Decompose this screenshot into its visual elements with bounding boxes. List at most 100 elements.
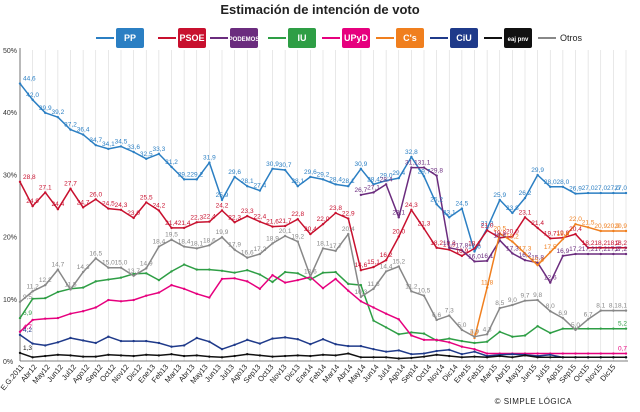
data-label-podemos: 16,1 [481, 253, 494, 260]
legend-label-otros: Otros [560, 33, 583, 43]
data-label-podemos: 28,4 [380, 176, 393, 183]
data-point-psoe [574, 232, 577, 236]
data-point-ciu [549, 353, 552, 356]
data-point-otros [422, 294, 426, 297]
data-point-iu [485, 340, 489, 343]
data-point-ciu [460, 352, 464, 356]
data-label-otros: 18,1 [317, 240, 330, 247]
data-label-otros: 14,3 [77, 264, 90, 271]
data-label-psoe: 24,9 [26, 198, 39, 205]
data-label-pp: 29,7 [418, 168, 431, 175]
data-point-ciu [334, 343, 337, 346]
data-point-otros [31, 290, 34, 293]
data-label-otros: 17,7 [329, 243, 342, 250]
data-point-upyd [574, 352, 577, 355]
data-point-otros [549, 310, 552, 313]
y-tick-label: 40% [3, 110, 17, 117]
data-label-podemos: 19,4 [493, 232, 506, 239]
data-label-otros: 14,9 [140, 260, 153, 267]
data-point-pnv [359, 356, 363, 359]
data-point-ciu [258, 342, 262, 345]
data-point-pp [410, 155, 413, 159]
data-point-iu [246, 268, 249, 272]
data-point-psoe [246, 214, 249, 218]
data-point-pnv [586, 356, 590, 359]
data-point-pnv [523, 354, 527, 357]
data-label-otros: 16,5 [89, 250, 102, 257]
data-point-iu [18, 316, 22, 320]
data-point-psoe [599, 246, 602, 249]
data-label-otros: 19,2 [291, 234, 304, 241]
data-point-upyd [119, 300, 123, 303]
data-point-psoe [233, 221, 236, 224]
data-label-cs: 19,2 [506, 234, 519, 241]
data-point-cs [599, 229, 602, 233]
data-label-podemos: 23,1 [392, 209, 405, 216]
data-point-upyd [195, 292, 198, 296]
data-point-pp [460, 207, 464, 210]
data-point-pnv [435, 353, 438, 356]
data-point-pp [309, 175, 312, 179]
data-point-pnv [384, 356, 388, 359]
data-label-otros: 18,4 [153, 239, 166, 246]
data-point-ciu [384, 350, 388, 353]
data-point-psoe [549, 237, 552, 240]
data-point-podemos [397, 216, 400, 219]
data-point-psoe [586, 246, 590, 249]
legend-logo-psoe [178, 28, 206, 48]
data-label-pp: 32,8 [405, 149, 418, 156]
series-psoe [18, 180, 628, 272]
data-point-upyd [296, 278, 299, 282]
start-label-psoe: 28,8 [23, 174, 36, 181]
data-point-iu [498, 330, 501, 333]
legend-item-psoe: PSOE [158, 28, 206, 48]
data-label-pp: 29,6 [304, 169, 317, 176]
data-label-podemos: 17,2 [582, 246, 595, 253]
data-label-cs: 20,9 [607, 223, 620, 230]
data-point-pp [536, 173, 539, 177]
data-label-otros: 5,0 [571, 322, 580, 329]
data-label-psoe: 27,7 [64, 181, 77, 188]
data-point-ciu [422, 352, 426, 355]
data-point-pnv [283, 354, 287, 358]
data-point-ciu [347, 344, 350, 348]
data-point-ciu [107, 335, 110, 338]
data-point-pp [586, 191, 590, 195]
data-point-pnv [574, 356, 577, 359]
data-label-psoe: 22,9 [342, 211, 355, 218]
data-point-iu [334, 270, 337, 274]
data-label-psoe: 24,3 [405, 202, 418, 209]
data-label-pp: 25,2 [430, 196, 443, 203]
data-point-pnv [397, 357, 400, 360]
data-point-otros [624, 309, 628, 312]
data-point-pnv [208, 355, 211, 358]
data-point-pp [233, 175, 236, 179]
data-label-psoe: 24,7 [77, 199, 90, 206]
data-label-pp: 34,5 [115, 138, 128, 145]
data-point-otros [220, 236, 224, 239]
data-point-psoe [473, 247, 476, 250]
data-label-pp: 30,7 [279, 162, 292, 169]
data-label-pp: 29,2 [317, 171, 330, 178]
data-label-psoe: 24,3 [115, 202, 128, 209]
data-point-psoe [422, 227, 426, 230]
data-point-psoe [296, 217, 299, 221]
data-point-psoe [397, 235, 400, 238]
data-label-podemos: 16,2 [519, 252, 532, 259]
data-point-upyd [220, 277, 224, 281]
data-label-otros: 15,0 [115, 260, 128, 267]
data-point-pp [94, 143, 97, 147]
data-point-pp [157, 152, 161, 156]
data-label-psoe: 18,2 [430, 240, 443, 247]
legend-item-cs: C's [376, 28, 424, 48]
data-point-pnv [511, 356, 514, 359]
data-label-podemos: 27,1 [367, 184, 380, 191]
data-point-upyd [283, 281, 287, 284]
data-point-iu [599, 327, 602, 330]
data-point-pnv [170, 352, 173, 356]
data-label-psoe: 22,8 [291, 211, 304, 218]
legend-label-ciu: CiU [456, 33, 472, 43]
data-point-pp [220, 198, 224, 202]
data-label-pp: 27,0 [594, 185, 607, 192]
data-point-ciu [233, 343, 236, 347]
